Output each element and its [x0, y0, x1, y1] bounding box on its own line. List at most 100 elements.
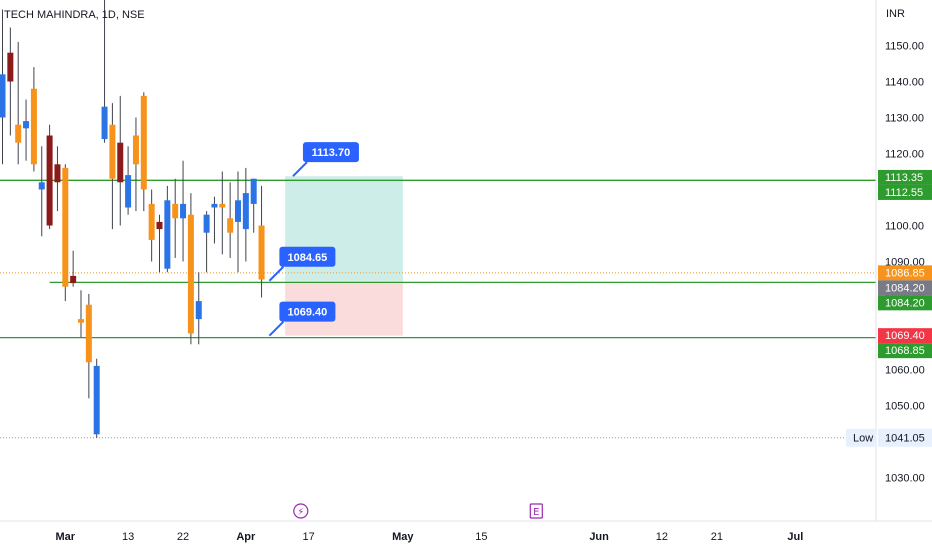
candle-body: [117, 142, 124, 183]
x-tick-label: 17: [303, 531, 315, 543]
candle-body: [93, 365, 100, 435]
axis-badge-label: 1068.85: [885, 345, 925, 357]
candle: [7, 27, 14, 136]
callout: 1069.40: [268, 301, 336, 337]
candle-body: [23, 121, 30, 129]
candle: [132, 117, 139, 212]
candle: [109, 103, 116, 230]
candle: [23, 99, 30, 161]
candle: [235, 171, 241, 273]
y-tick-label: 1030.00: [885, 473, 925, 485]
low-label-bg: [846, 428, 876, 447]
candles-layer: [0, 0, 265, 438]
axis-badge-label: 1113.35: [885, 172, 923, 184]
y-tick-label: 1060.00: [885, 365, 925, 377]
candle-body: [7, 52, 14, 82]
y-tick-label: 1120.00: [885, 149, 924, 161]
price-axis[interactable]: 1150.001140.001130.001120.001110.001100.…: [846, 0, 932, 550]
x-tick-label: May: [392, 531, 414, 543]
candle-body: [250, 178, 257, 204]
candle-body: [54, 164, 61, 183]
x-tick-label: Jun: [589, 531, 609, 543]
candle-body: [258, 225, 265, 280]
axis-badge-bg: [878, 169, 932, 185]
candle-body: [156, 221, 163, 230]
axis-badge-label: 1086.85: [885, 267, 925, 279]
candle: [15, 41, 22, 165]
callout-box: [279, 246, 336, 267]
callout-pointer: [292, 161, 308, 177]
axis-badge-label: 1084.20: [885, 282, 925, 294]
candle: [187, 193, 194, 345]
marker-circle: [293, 503, 309, 519]
candle-body: [0, 74, 6, 118]
callouts-layer: 1113.70 1084.65 1069.40: [268, 142, 359, 337]
marker-glyph: ⚡: [297, 507, 304, 518]
candle-body: [78, 319, 84, 323]
y-tick-label: 1100.00: [885, 221, 924, 233]
axis-badge-bg: [878, 265, 932, 281]
candle: [0, 9, 6, 165]
candle-body: [164, 200, 171, 269]
candle-body: [140, 95, 147, 190]
candle-body: [85, 304, 92, 363]
candle: [242, 167, 249, 262]
candle: [250, 178, 257, 233]
candle-body: [38, 182, 45, 190]
candle: [172, 178, 179, 258]
candle-body: [62, 167, 69, 287]
callout-box: [279, 301, 336, 322]
candle: [180, 160, 187, 262]
candle: [70, 250, 77, 287]
callout-pointer: [268, 320, 285, 337]
candle-body: [15, 124, 22, 143]
candle: [117, 95, 124, 226]
candle-body: [125, 175, 132, 208]
y-tick-label: 1050.00: [885, 401, 925, 413]
callout-label: 1084.65: [288, 252, 328, 264]
candle-body: [187, 214, 194, 334]
axis-badge-label: 1112.55: [885, 187, 923, 199]
time-axis[interactable]: Mar 13 22 Apr 17 May 15 Jun 12 21 Jul: [0, 520, 932, 543]
candle-body: [70, 275, 77, 284]
candle-body: [30, 88, 37, 165]
candle: [164, 185, 171, 273]
x-tick-label: 22: [177, 531, 189, 543]
candle-body: [172, 203, 179, 219]
low-label: Low: [853, 433, 873, 445]
candle-body: [235, 200, 241, 222]
candle-body: [195, 301, 202, 320]
axis-badge-label: 1084.20: [885, 297, 925, 309]
candle: [211, 196, 218, 244]
callout: 1084.65: [268, 246, 336, 282]
callout-box: [302, 142, 359, 163]
candle: [148, 189, 155, 262]
candle: [101, 0, 108, 143]
candle: [125, 146, 132, 215]
low-value: 1041.05: [885, 433, 925, 445]
candle: [46, 124, 53, 230]
axis-badge-bg: [878, 328, 932, 344]
callout-pointer: [268, 266, 285, 282]
y-tick-label: 1130.00: [885, 113, 924, 125]
currency-label: INR: [886, 8, 905, 20]
callout-label: 1069.40: [288, 307, 328, 319]
candle: [140, 92, 147, 212]
y-tick-label: 1150.00: [885, 41, 924, 53]
candle-body: [148, 203, 155, 240]
earnings-icon: E: [529, 503, 543, 519]
candle-body: [132, 135, 139, 165]
candle: [195, 272, 202, 345]
axis-badge-bg: [878, 295, 932, 311]
candle: [85, 293, 92, 399]
event-markers: ⚡ E: [293, 503, 543, 519]
chart-title: TECH MAHINDRA, 1D, NSE: [4, 9, 145, 21]
candle-body: [211, 203, 218, 208]
lightning-icon: ⚡: [293, 503, 309, 519]
candle: [54, 146, 61, 212]
candle: [30, 67, 37, 172]
x-tick-label: 13: [122, 531, 134, 543]
y-tick-label: 1140.00: [885, 77, 924, 89]
